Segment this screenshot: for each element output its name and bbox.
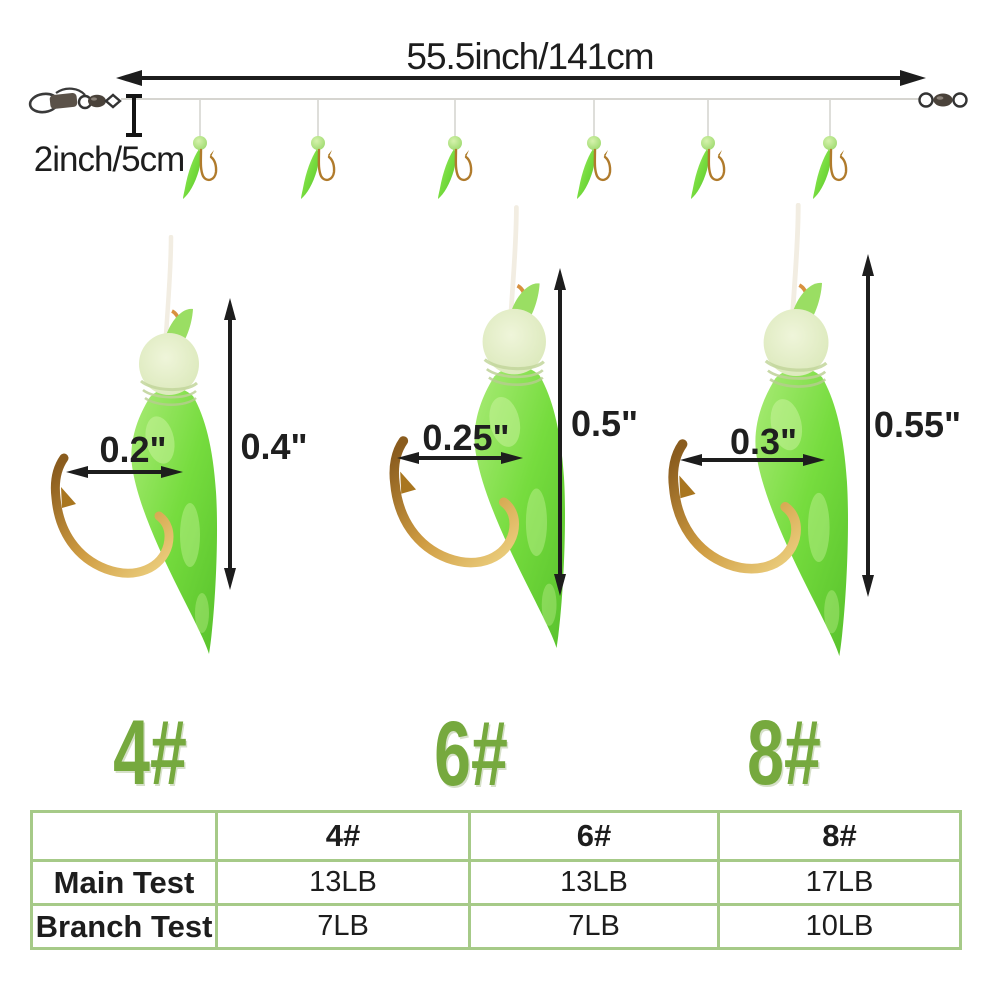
height-label-8: 0.55" [873,404,962,445]
height-arrow-8 [862,254,874,597]
table-header-4: 4# [215,813,468,859]
table-cell-main-4: 13LB [215,859,468,903]
width-label-4: 0.2" [99,429,167,470]
bait-hook-icon [805,100,855,200]
branch-length-label: 2inch/5cm [33,140,186,179]
height-label-4: 0.4" [240,426,308,467]
width-arrow-8 [680,454,825,466]
size-label-4: 4# [113,702,187,804]
height-label-6: 0.5" [570,403,639,444]
table-cell-branch-4: 7LB [215,903,468,947]
width-label-6: 0.25" [422,417,510,458]
barrel-swivel-icon [918,92,968,108]
table-cell-branch-6: 7LB [468,903,717,947]
bait-hook-icon [430,100,480,200]
width-arrow-6 [397,452,523,464]
bait-hook-icon [683,100,733,200]
table-row-label-branch-test: Branch Test [33,903,215,947]
total-length-arrow [116,70,926,86]
bait-hook-icon [569,100,619,200]
table-cell-main-8: 17LB [717,859,959,903]
table-row-label-main-test: Main Test [33,859,215,903]
table-header-8: 8# [717,813,959,859]
branch-length-bracket [126,94,142,137]
bait-hook-icon [293,100,343,200]
table-cell-branch-8: 10LB [717,903,959,947]
height-arrow-4 [224,298,236,590]
table-cell-main-6: 13LB [468,859,717,903]
width-arrow-4 [66,466,183,478]
table-header-6: 6# [468,813,717,859]
spec-table: 4# 6# 8# Main Test 13LB 13LB 17LB Branch… [30,810,962,950]
width-label-8: 0.3" [729,421,798,462]
size-label-6: 6# [434,703,508,805]
table-header-empty [33,813,215,859]
size-label-8: 8# [747,702,821,804]
bait-hook-icon [175,100,225,200]
total-length-label: 55.5inch/141cm [406,36,654,77]
snap-swivel-icon [28,87,122,114]
main-fishing-line [121,98,921,100]
height-arrow-6 [554,268,566,596]
